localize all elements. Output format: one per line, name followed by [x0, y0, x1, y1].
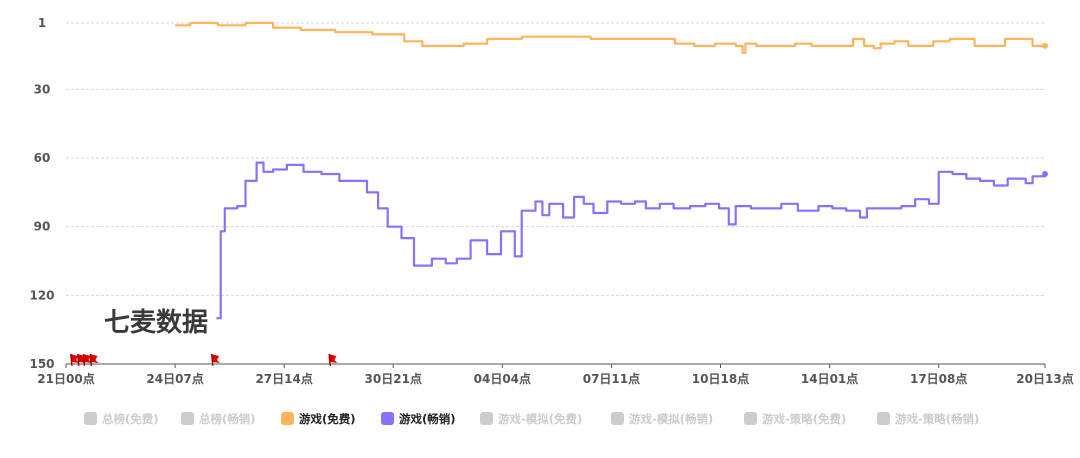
flag-pole — [83, 353, 86, 367]
legend-swatch — [877, 412, 890, 425]
legend-label: 游戏-模拟(免费) — [498, 412, 582, 426]
legend-swatch — [611, 412, 624, 425]
legend-label: 总榜(免费) — [102, 412, 159, 426]
y-tick-label: 60 — [34, 151, 51, 165]
x-tick-label: 04日04点 — [474, 371, 531, 386]
event-flags[interactable] — [70, 353, 338, 367]
legend-item[interactable]: 游戏-模拟(免费) — [480, 412, 582, 426]
event-flag-icon[interactable] — [211, 353, 220, 367]
flag-shape — [70, 354, 80, 366]
y-tick-label: 150 — [29, 357, 54, 371]
legend-item[interactable]: 游戏-模拟(畅销) — [611, 412, 713, 426]
legend-label: 游戏-策略(免费) — [762, 412, 846, 426]
x-tick-label: 14日01点 — [801, 371, 858, 386]
legend-swatch — [84, 412, 97, 425]
series-lines — [175, 21, 1048, 320]
x-axis: 21日00点 24日07点 27日14点 30日21点 04日04点 07日11点 10日1… — [37, 363, 1074, 386]
series-end-point — [1042, 171, 1048, 178]
legend-item[interactable]: 总榜(免费) — [84, 412, 159, 426]
x-tick-label: 10日18点 — [692, 371, 749, 386]
event-flag-icon[interactable] — [70, 353, 80, 367]
legend-label: 游戏-模拟(畅销) — [629, 412, 713, 426]
legend-item[interactable]: 游戏-策略(畅销) — [877, 412, 979, 426]
y-tick-label: 30 — [34, 82, 51, 96]
legend: 总榜(免费) 总榜(畅销) 游戏(免费) 游戏(畅销) 游戏-模拟(免费) 游戏-模拟(畅… — [84, 412, 979, 426]
x-tick-label: 07日11点 — [583, 371, 640, 386]
flag-pole — [70, 353, 73, 367]
legend-item[interactable]: 游戏(畅销) — [381, 412, 456, 426]
legend-label: 游戏(畅销) — [399, 412, 456, 426]
legend-item[interactable]: 游戏-策略(免费) — [744, 412, 846, 426]
series-line-game-grossing — [216, 161, 1047, 320]
event-flag-icon[interactable] — [328, 353, 338, 367]
series-line-game-free — [175, 21, 1045, 54]
flag-shape — [89, 354, 99, 366]
x-tick-label: 17日08点 — [910, 371, 967, 386]
event-flag-icon[interactable] — [82, 353, 92, 367]
legend-swatch — [744, 412, 757, 425]
legend-swatch — [480, 412, 493, 425]
grid-lines — [66, 22, 1045, 296]
legend-swatch — [181, 412, 194, 425]
flag-pole — [90, 353, 92, 367]
x-tick-label: 24日07点 — [146, 371, 203, 386]
flag-shape — [82, 354, 92, 366]
y-tick-label: 120 — [29, 288, 54, 302]
legend-label: 游戏-策略(畅销) — [895, 412, 979, 426]
legend-item[interactable]: 游戏(免费) — [281, 412, 356, 426]
flag-pole — [77, 353, 80, 367]
series-end-point — [1042, 42, 1048, 49]
flag-pole — [211, 353, 214, 367]
legend-swatch — [281, 412, 294, 425]
y-tick-label: 90 — [34, 220, 51, 234]
x-tick-label: 30日21点 — [365, 371, 422, 386]
x-tick-label: 21日00点 — [37, 371, 94, 386]
x-tick-label: 27日14点 — [255, 371, 312, 386]
legend-label: 总榜(畅销) — [199, 412, 256, 426]
y-axis: 1 30 60 90 120 150 — [29, 16, 54, 371]
legend-label: 游戏(免费) — [299, 412, 356, 426]
watermark-label: 七麦数据 — [104, 308, 208, 338]
x-tick-label: 20日13点 — [1016, 371, 1073, 386]
flag-shape — [328, 354, 338, 366]
legend-item[interactable]: 总榜(畅销) — [181, 412, 256, 426]
flag-pole — [328, 353, 331, 367]
y-tick-label: 1 — [38, 16, 46, 30]
flag-shape — [211, 354, 220, 366]
legend-swatch — [381, 412, 394, 425]
event-flag-icon[interactable] — [89, 353, 99, 367]
